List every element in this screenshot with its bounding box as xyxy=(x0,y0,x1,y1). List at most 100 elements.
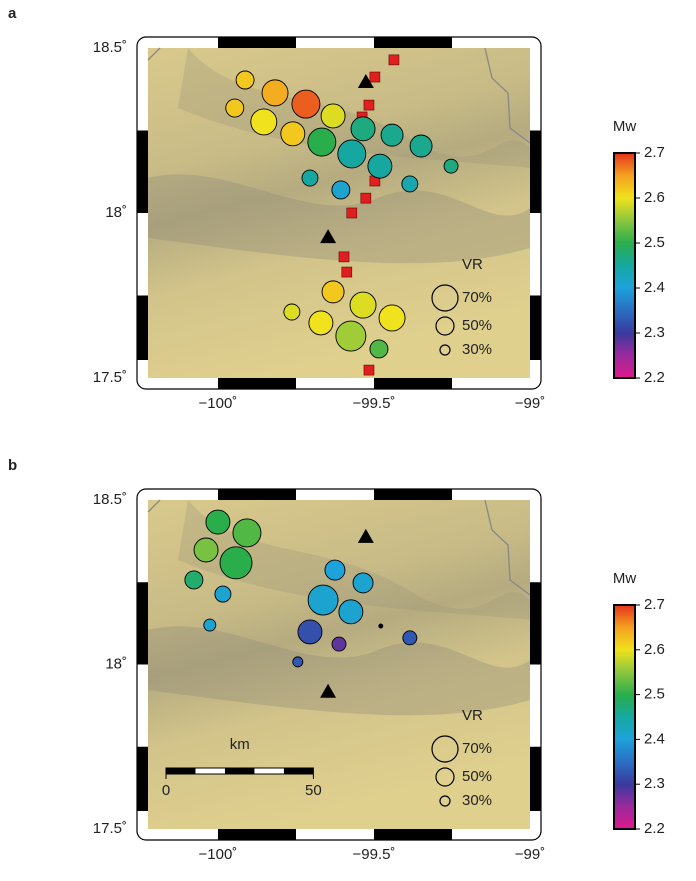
event-circle xyxy=(309,311,333,335)
scale-bar-unit: km xyxy=(230,736,250,753)
frame-bar xyxy=(530,296,541,361)
event-circle xyxy=(379,624,383,628)
event-circle xyxy=(204,619,216,631)
event-circle xyxy=(194,538,218,562)
colorbar-tick-label: 2.6 xyxy=(644,641,665,658)
frame-bar xyxy=(374,489,452,500)
event-circle xyxy=(370,340,388,358)
scale-bar-label: 0 xyxy=(162,782,170,799)
event-circle xyxy=(444,159,458,173)
event-circle xyxy=(322,281,344,303)
event-circle xyxy=(236,71,254,89)
event-circle xyxy=(339,600,363,624)
event-circle xyxy=(336,321,366,351)
colorbar-tick-label: 2.2 xyxy=(644,820,665,837)
x-tick-label: −99.5˚ xyxy=(352,395,395,412)
colorbar-tick-label: 2.4 xyxy=(644,279,665,296)
event-circle xyxy=(321,104,345,128)
frame-bar xyxy=(218,829,296,840)
size-legend-label: 70% xyxy=(462,740,492,757)
frame-bar xyxy=(218,489,296,500)
frame-bar xyxy=(530,582,541,664)
station-square xyxy=(370,72,380,82)
colorbar-tick-label: 2.5 xyxy=(644,234,665,251)
y-tick-label: 18.5˚ xyxy=(93,39,127,56)
size-legend-label: 50% xyxy=(462,317,492,334)
station-square xyxy=(347,208,357,218)
frame-bar xyxy=(137,131,148,214)
station-square xyxy=(389,55,399,65)
event-circle xyxy=(206,510,230,534)
panel-label: b xyxy=(8,457,17,474)
y-tick-label: 17.5˚ xyxy=(93,820,127,837)
scale-bar-segment xyxy=(166,768,195,774)
event-circle xyxy=(215,586,231,602)
event-circle xyxy=(220,547,252,579)
event-circle xyxy=(262,80,288,106)
event-circle xyxy=(325,560,345,580)
colorbar-title: Mw xyxy=(613,118,636,135)
colorbar-tick-label: 2.2 xyxy=(644,369,665,386)
station-square xyxy=(342,267,352,277)
frame-bar xyxy=(137,582,148,664)
colorbar-title: Mw xyxy=(613,570,636,587)
x-tick-label: −99˚ xyxy=(515,395,545,412)
event-circle xyxy=(353,573,373,593)
frame-bar xyxy=(530,131,541,214)
event-circle xyxy=(338,140,366,168)
figure: a −100˚ −99.5˚ −99˚ 17.5˚ 18˚ 18.5˚ VR 70% 50% 30%… xyxy=(0,0,696,881)
event-circle xyxy=(403,631,417,645)
event-circle xyxy=(298,620,322,644)
event-circle xyxy=(350,292,376,318)
station-square xyxy=(361,193,371,203)
event-circle xyxy=(251,109,277,135)
colorbar-tick-label: 2.6 xyxy=(644,189,665,206)
colorbar-tick-label: 2.5 xyxy=(644,686,665,703)
event-circle xyxy=(332,637,346,651)
event-circle xyxy=(293,657,303,667)
frame-bar xyxy=(218,37,296,48)
colorbar xyxy=(614,153,635,378)
station-square xyxy=(339,252,349,262)
event-circle xyxy=(226,99,244,117)
y-tick-label: 18˚ xyxy=(105,655,127,672)
event-circle xyxy=(185,571,203,589)
size-legend-label: 50% xyxy=(462,768,492,785)
scale-bar-segment xyxy=(284,768,313,774)
event-circle xyxy=(381,124,403,146)
size-legend-title: VR xyxy=(462,256,483,273)
event-circle xyxy=(332,181,350,199)
event-circle xyxy=(233,519,261,547)
size-legend-label: 30% xyxy=(462,792,492,809)
scale-bar-segment xyxy=(225,768,254,774)
x-tick-label: −99˚ xyxy=(515,846,545,863)
colorbar-tick-label: 2.4 xyxy=(644,730,665,747)
colorbar-tick-label: 2.7 xyxy=(644,596,665,613)
size-legend-label: 30% xyxy=(462,341,492,358)
x-tick-label: −99.5˚ xyxy=(352,846,395,863)
event-circle xyxy=(292,90,320,118)
size-legend-title: VR xyxy=(462,707,483,724)
size-legend-label: 70% xyxy=(462,289,492,306)
frame-bar xyxy=(530,747,541,811)
event-circle xyxy=(402,176,418,192)
event-circle xyxy=(308,128,336,156)
frame-bar xyxy=(218,378,296,389)
panel-label: a xyxy=(8,5,17,22)
colorbar-tick-label: 2.3 xyxy=(644,324,665,341)
event-circle xyxy=(368,154,392,178)
y-tick-label: 17.5˚ xyxy=(93,369,127,386)
scale-bar-label: 50 xyxy=(305,782,322,799)
event-circle xyxy=(308,585,338,615)
colorbar-tick-label: 2.7 xyxy=(644,144,665,161)
x-tick-label: −100˚ xyxy=(199,395,238,412)
colorbar-tick-label: 2.3 xyxy=(644,775,665,792)
x-tick-label: −100˚ xyxy=(199,846,238,863)
frame-bar xyxy=(374,37,452,48)
frame-bar xyxy=(374,378,452,389)
station-square xyxy=(364,100,374,110)
event-circle xyxy=(410,135,432,157)
frame-bar xyxy=(137,296,148,361)
event-circle xyxy=(351,117,375,141)
colorbar xyxy=(614,605,635,829)
